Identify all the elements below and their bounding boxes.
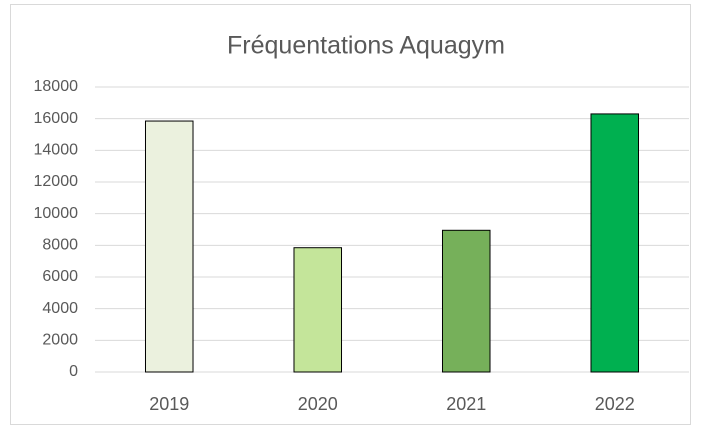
bar (144, 120, 194, 373)
bar (293, 247, 343, 373)
y-tick-label: 8000 (42, 237, 78, 254)
x-tick-label: 2021 (446, 394, 486, 414)
x-tick-label: 2019 (149, 394, 189, 414)
y-tick-label: 2000 (42, 332, 78, 349)
bar (441, 229, 491, 373)
y-tick-label: 10000 (34, 205, 79, 222)
y-tick-label: 14000 (34, 142, 79, 159)
x-tick-label: 2022 (595, 394, 635, 414)
chart-title: Fréquentations Aquagym (227, 32, 505, 60)
y-tick-label: 16000 (34, 110, 79, 127)
bar (590, 113, 640, 373)
chart-border (10, 4, 691, 425)
y-tick-label: 4000 (42, 300, 78, 317)
x-tick-label: 2020 (298, 394, 338, 414)
y-tick-label: 6000 (42, 268, 78, 285)
y-tick-label: 0 (69, 363, 78, 380)
y-tick-label: 18000 (34, 78, 79, 95)
y-tick-label: 12000 (34, 173, 79, 190)
